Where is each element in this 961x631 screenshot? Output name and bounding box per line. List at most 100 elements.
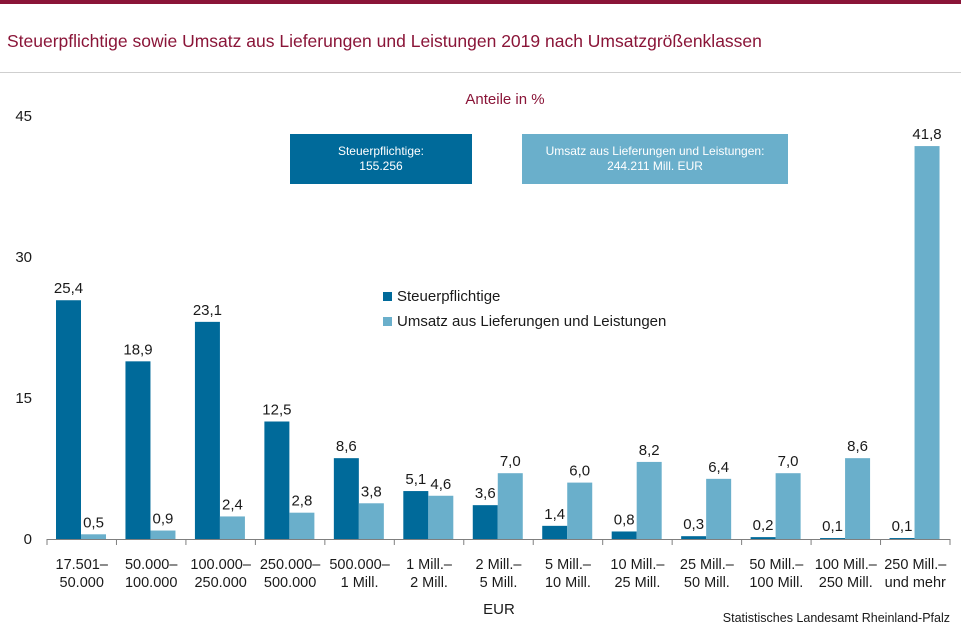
bar-umsatz bbox=[428, 495, 454, 539]
info-box-steuerpflichtige: Steuerpflichtige: 155.256 bbox=[290, 134, 472, 184]
x-tick-label: 5 Mill.– bbox=[545, 557, 592, 573]
x-tick-label: 250.000– bbox=[260, 557, 321, 573]
bar-steuerpflichtige bbox=[125, 361, 151, 539]
bar-steuerpflichtige bbox=[889, 538, 915, 539]
bar-umsatz bbox=[150, 530, 176, 539]
x-tick-label: 250.000 bbox=[194, 575, 246, 591]
info-box-umsatz-value: 244.211 Mill. EUR bbox=[607, 159, 703, 173]
bar-umsatz bbox=[81, 534, 106, 539]
y-tick-label: 0 bbox=[24, 531, 32, 548]
x-tick-label: 100 Mill. bbox=[749, 575, 803, 591]
x-axis-title: EUR bbox=[483, 601, 515, 618]
y-tick-label: 15 bbox=[15, 390, 32, 407]
data-label-steuerpflichtige: 1,4 bbox=[544, 506, 565, 523]
data-label-umsatz: 7,0 bbox=[778, 453, 799, 470]
x-tick-label: 1 Mill.– bbox=[406, 557, 453, 573]
x-tick-label: 1 Mill. bbox=[341, 575, 379, 591]
x-tick-label: 17.501– bbox=[56, 557, 109, 573]
x-tick-label: 250 Mill.– bbox=[884, 557, 947, 573]
data-label-steuerpflichtige: 18,9 bbox=[123, 341, 152, 358]
bar-steuerpflichtige bbox=[472, 505, 498, 539]
info-box-umsatz-label: Umsatz aus Lieferungen und Leistungen: bbox=[545, 144, 765, 158]
info-box-steuerpflichtige-label: Steuerpflichtige: bbox=[337, 144, 425, 158]
data-label-umsatz: 41,8 bbox=[912, 126, 941, 143]
bar-steuerpflichtige bbox=[403, 491, 429, 539]
bar-umsatz bbox=[567, 482, 593, 539]
chart-subtitle: Anteile in % bbox=[465, 91, 544, 108]
data-label-steuerpflichtige: 3,6 bbox=[475, 485, 496, 502]
data-label-umsatz: 0,5 bbox=[83, 514, 104, 531]
bar-steuerpflichtige bbox=[820, 538, 846, 539]
data-label-steuerpflichtige: 0,8 bbox=[614, 511, 635, 528]
bar-umsatz bbox=[358, 503, 384, 539]
x-tick-label: 10 Mill.– bbox=[610, 557, 665, 573]
bar-steuerpflichtige bbox=[264, 421, 290, 539]
x-tick-label: 50.000– bbox=[125, 557, 178, 573]
data-label-steuerpflichtige: 25,4 bbox=[54, 280, 83, 297]
bar-steuerpflichtige bbox=[56, 300, 81, 539]
x-tick-label: 500.000– bbox=[329, 557, 390, 573]
x-tick-label: 100 Mill.– bbox=[815, 557, 878, 573]
x-tick-label: 10 Mill. bbox=[545, 575, 591, 591]
legend-item-steuerpflichtige: Steuerpflichtige bbox=[383, 284, 666, 309]
x-tick-label: 5 Mill. bbox=[480, 575, 518, 591]
data-label-steuerpflichtige: 0,1 bbox=[822, 518, 843, 535]
x-tick-label: 50.000 bbox=[60, 575, 104, 591]
bar-umsatz bbox=[636, 461, 662, 539]
source-note: Statistisches Landesamt Rheinland-Pfalz bbox=[722, 611, 950, 625]
data-label-umsatz: 0,9 bbox=[153, 511, 174, 528]
top-accent-rule bbox=[0, 0, 961, 4]
bar-umsatz bbox=[914, 146, 940, 539]
bar-steuerpflichtige bbox=[750, 537, 776, 539]
x-tick-label: 100.000 bbox=[125, 575, 177, 591]
bar-steuerpflichtige bbox=[333, 458, 359, 539]
x-tick-label: 500.000 bbox=[264, 575, 316, 591]
legend-swatch-steuerpflichtige bbox=[383, 292, 392, 301]
data-label-steuerpflichtige: 0,3 bbox=[683, 516, 704, 533]
y-tick-label: 45 bbox=[15, 108, 32, 125]
bar-steuerpflichtige bbox=[194, 321, 220, 539]
x-tick-label: 2 Mill.– bbox=[476, 557, 523, 573]
bar-umsatz bbox=[845, 458, 871, 539]
data-label-umsatz: 3,8 bbox=[361, 483, 382, 500]
legend-item-umsatz: Umsatz aus Lieferungen und Leistungen bbox=[383, 309, 666, 334]
title-divider bbox=[0, 72, 961, 73]
bar-steuerpflichtige bbox=[611, 531, 637, 539]
info-box-steuerpflichtige-value: 155.256 bbox=[359, 159, 403, 173]
bar-umsatz bbox=[219, 516, 245, 539]
data-label-steuerpflichtige: 12,5 bbox=[262, 402, 291, 419]
x-tick-label: 25 Mill.– bbox=[680, 557, 735, 573]
chart-legend: Steuerpflichtige Umsatz aus Lieferungen … bbox=[383, 284, 666, 334]
x-tick-label: 50 Mill.– bbox=[749, 557, 804, 573]
data-label-umsatz: 8,6 bbox=[847, 438, 868, 455]
bar-chart: Anteile in % 0 15 30 45 25,4 18,9 23,1 12,5 8,6 5,… bbox=[15, 91, 951, 618]
data-label-umsatz: 7,0 bbox=[500, 453, 521, 470]
x-tick-label: 50 Mill. bbox=[684, 575, 730, 591]
bar-umsatz bbox=[706, 478, 732, 539]
data-label-steuerpflichtige: 8,6 bbox=[336, 438, 357, 455]
chart-title: Steuerpflichtige sowie Umsatz aus Liefer… bbox=[7, 31, 762, 51]
legend-label-umsatz: Umsatz aus Lieferungen und Leistungen bbox=[397, 313, 667, 330]
data-label-umsatz: 2,8 bbox=[291, 493, 312, 510]
x-tick-label: 250 Mill. bbox=[819, 575, 873, 591]
bar-steuerpflichtige bbox=[681, 536, 707, 539]
bar-umsatz bbox=[289, 512, 315, 539]
bar-umsatz bbox=[497, 473, 523, 539]
data-label-steuerpflichtige: 5,1 bbox=[405, 471, 426, 488]
info-box-umsatz: Umsatz aus Lieferungen und Leistungen: 2… bbox=[522, 134, 788, 184]
x-tick-label: 2 Mill. bbox=[410, 575, 448, 591]
data-label-steuerpflichtige: 0,1 bbox=[892, 518, 913, 535]
data-label-umsatz: 8,2 bbox=[639, 442, 660, 459]
y-tick-label: 30 bbox=[15, 249, 32, 266]
x-tick-label: 100.000– bbox=[190, 557, 251, 573]
x-tick-label: 25 Mill. bbox=[614, 575, 660, 591]
legend-swatch-umsatz bbox=[383, 317, 392, 326]
bar-steuerpflichtige bbox=[542, 525, 568, 539]
x-tick-label: und mehr bbox=[885, 575, 946, 591]
data-label-umsatz: 6,0 bbox=[569, 463, 590, 480]
data-label-umsatz: 6,4 bbox=[708, 459, 729, 476]
data-label-steuerpflichtige: 23,1 bbox=[193, 302, 222, 319]
data-label-umsatz: 2,4 bbox=[222, 496, 243, 513]
data-label-umsatz: 4,6 bbox=[430, 476, 451, 493]
bar-umsatz bbox=[775, 473, 801, 539]
